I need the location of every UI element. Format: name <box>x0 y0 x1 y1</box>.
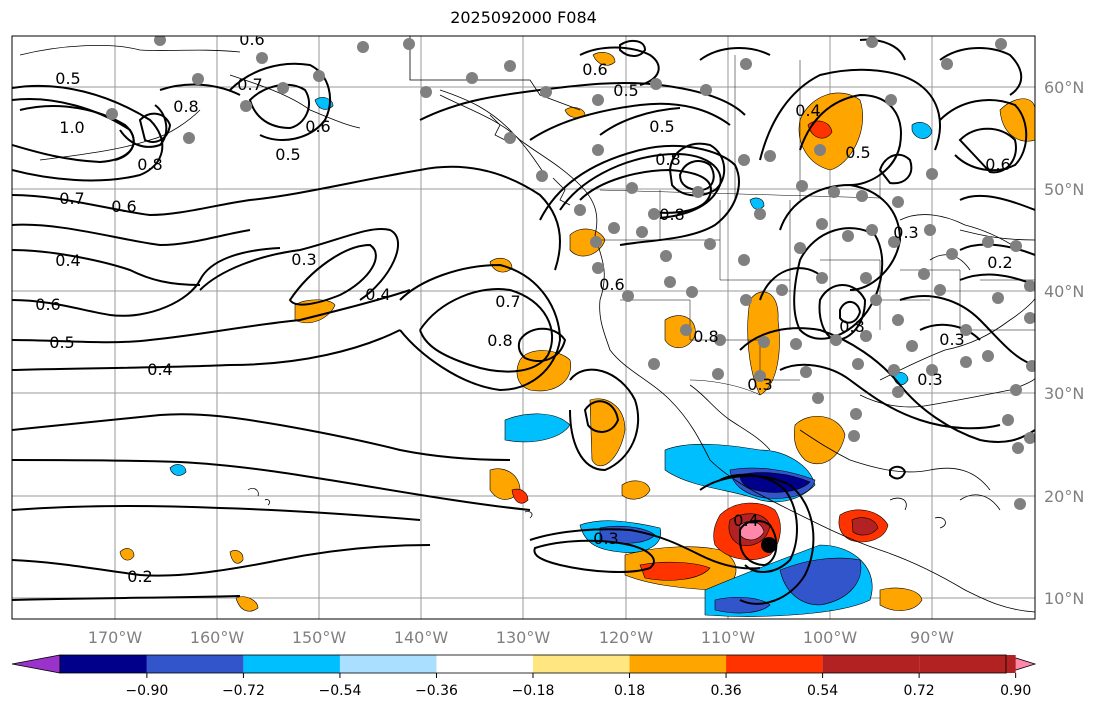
contour-label: 0.4 <box>733 511 758 530</box>
coastlines <box>19 36 1035 613</box>
contour-label: 0.5 <box>845 143 870 162</box>
latitude-labels: 60°N 50°N 40°N 30°N 20°N 10°N <box>1044 78 1084 608</box>
contour-label: 0.8 <box>839 317 864 336</box>
contour-label: 0.2 <box>987 253 1012 272</box>
contour-label: 0.4 <box>365 285 390 304</box>
contour-label: 0.8 <box>173 97 198 116</box>
contour-label: 0.2 <box>127 567 152 586</box>
colorbar-cell <box>146 655 244 673</box>
colorbar-cell <box>243 655 340 673</box>
lon-label: 120°W <box>599 628 654 647</box>
contour-label: 0.8 <box>659 205 684 224</box>
colorbar: −0.90 −0.72 −0.54 −0.36 −0.18 0.18 0.36 0.54 0.7… <box>11 654 1037 699</box>
lat-label: 20°N <box>1044 487 1084 506</box>
contour-label: 0.8 <box>655 150 680 169</box>
colorbar-tick-label: −0.90 <box>125 683 168 699</box>
longitude-labels: 170°W 160°W 150°W 140°W 130°W 120°W 110°… <box>88 628 954 647</box>
colorbar-cell <box>533 655 630 673</box>
contour-label: 0.3 <box>893 223 918 242</box>
contour-label: 0.7 <box>59 189 84 208</box>
lon-label: 130°W <box>496 628 551 647</box>
contour-label: 0.5 <box>613 81 638 100</box>
contour-label: 0.5 <box>275 145 300 164</box>
lat-label: 10°N <box>1044 589 1084 608</box>
station-markers <box>106 36 1035 510</box>
lon-label: 150°W <box>292 628 347 647</box>
contour-label: 0.4 <box>147 360 172 379</box>
colorbar-tick-label: 0.72 <box>904 683 935 699</box>
colorbar-tick-label: −0.72 <box>222 683 265 699</box>
colorbar-cell <box>822 655 920 673</box>
colorbar-cell <box>339 655 437 673</box>
colorbar-cell <box>436 655 533 673</box>
colorbar-tick-label: 0.18 <box>614 683 645 699</box>
storm-center-marker <box>761 537 777 553</box>
contour-label: 0.6 <box>582 60 607 79</box>
colorbar-extend-low <box>11 654 61 674</box>
contour-label: 0.7 <box>495 292 520 311</box>
contour-label: 0.3 <box>939 330 964 349</box>
colorbar-tick-label: −0.36 <box>415 683 458 699</box>
contour-label: 0.8 <box>693 327 718 346</box>
map-title: 2025092000 F084 <box>450 8 597 27</box>
contour-lines <box>12 38 1035 605</box>
contour-label: 0.6 <box>111 197 136 216</box>
colorbar-cell <box>629 655 727 673</box>
colorbar-tick-label: 0.54 <box>807 683 838 699</box>
contour-label: 0.8 <box>137 155 162 174</box>
contour-label: 0.8 <box>487 331 512 350</box>
lon-label: 110°W <box>701 628 756 647</box>
colorbar-tick-label: 0.36 <box>710 683 741 699</box>
contour-label: 0.6 <box>239 30 264 49</box>
lon-label: 160°W <box>190 628 245 647</box>
filled-anomaly-patches <box>119 52 1035 617</box>
contour-label: 0.5 <box>55 69 80 88</box>
lat-label: 30°N <box>1044 384 1084 403</box>
colorbar-cell <box>726 655 823 673</box>
colorbar-cell <box>919 655 1016 673</box>
contour-label: 1.0 <box>59 118 84 137</box>
colorbar-tick-label: −0.54 <box>318 683 361 699</box>
contour-label: 0.3 <box>291 250 316 269</box>
lon-label: 90°W <box>910 628 954 647</box>
colorbar-cell <box>60 655 147 673</box>
lat-label: 40°N <box>1044 282 1084 301</box>
lat-label: 60°N <box>1044 78 1084 97</box>
contour-label: 0.3 <box>917 370 942 389</box>
contour-label: 0.3 <box>747 375 772 394</box>
contour-label: 0.7 <box>237 75 262 94</box>
contour-label: 0.6 <box>35 295 60 314</box>
contour-label: 0.4 <box>795 101 820 120</box>
lon-label: 100°W <box>803 628 858 647</box>
contour-labels: 0.6 0.5 1.0 0.8 0.7 0.6 0.4 0.6 0.5 0.4 … <box>35 30 1012 586</box>
lon-label: 140°W <box>394 628 449 647</box>
contour-label: 0.4 <box>55 251 80 270</box>
contour-label: 0.5 <box>49 333 74 352</box>
contour-label: 0.6 <box>305 117 330 136</box>
contour-label: 0.5 <box>649 117 674 136</box>
contour-label: 0.6 <box>599 275 624 294</box>
colorbar-tick-label: 0.90 <box>1000 683 1031 699</box>
contour-label: 0.6 <box>985 155 1010 174</box>
colorbar-tick-label: −0.18 <box>512 683 555 699</box>
map-frame <box>11 35 1036 620</box>
lat-label: 50°N <box>1044 180 1084 199</box>
lon-label: 170°W <box>88 628 143 647</box>
contour-label: 0.3 <box>593 529 618 548</box>
